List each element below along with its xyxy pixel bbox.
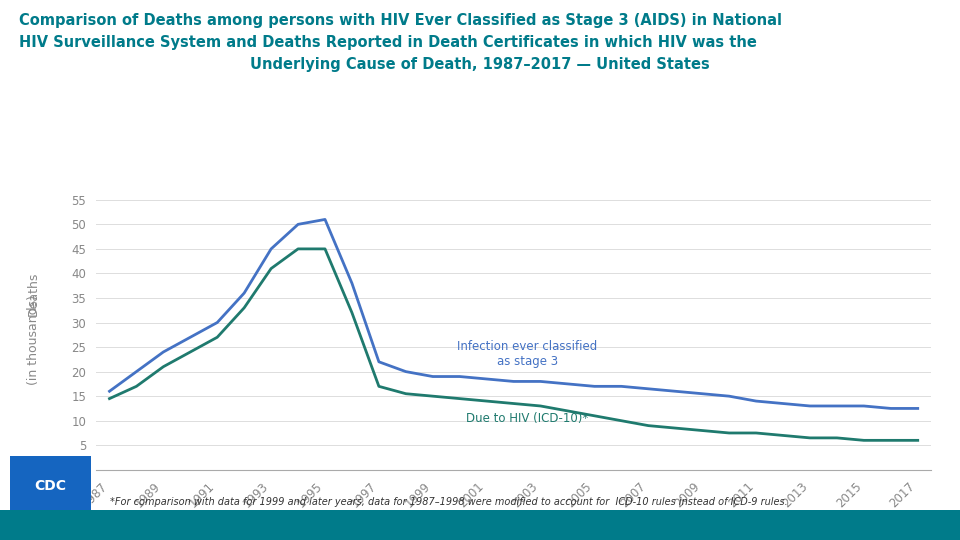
Text: (in thousands): (in thousands): [27, 295, 40, 385]
Text: Deaths: Deaths: [27, 272, 40, 316]
X-axis label: Year of death: Year of death: [468, 518, 560, 532]
Text: Due to HIV (ICD-10)*: Due to HIV (ICD-10)*: [466, 412, 588, 425]
Text: HIV Surveillance System and Deaths Reported in Death Certificates in which HIV w: HIV Surveillance System and Deaths Repor…: [19, 35, 757, 50]
Text: Underlying Cause of Death, 1987–2017 — United States: Underlying Cause of Death, 1987–2017 — U…: [251, 57, 709, 72]
Text: Infection ever classified
as stage 3: Infection ever classified as stage 3: [457, 340, 597, 368]
Text: Comparison of Deaths among persons with HIV Ever Classified as Stage 3 (AIDS) in: Comparison of Deaths among persons with …: [19, 14, 782, 29]
Text: CDC: CDC: [35, 479, 66, 493]
Text: *For comparison with data for 1999 and later years, data for 1987–1998 were modi: *For comparison with data for 1999 and l…: [110, 497, 788, 507]
